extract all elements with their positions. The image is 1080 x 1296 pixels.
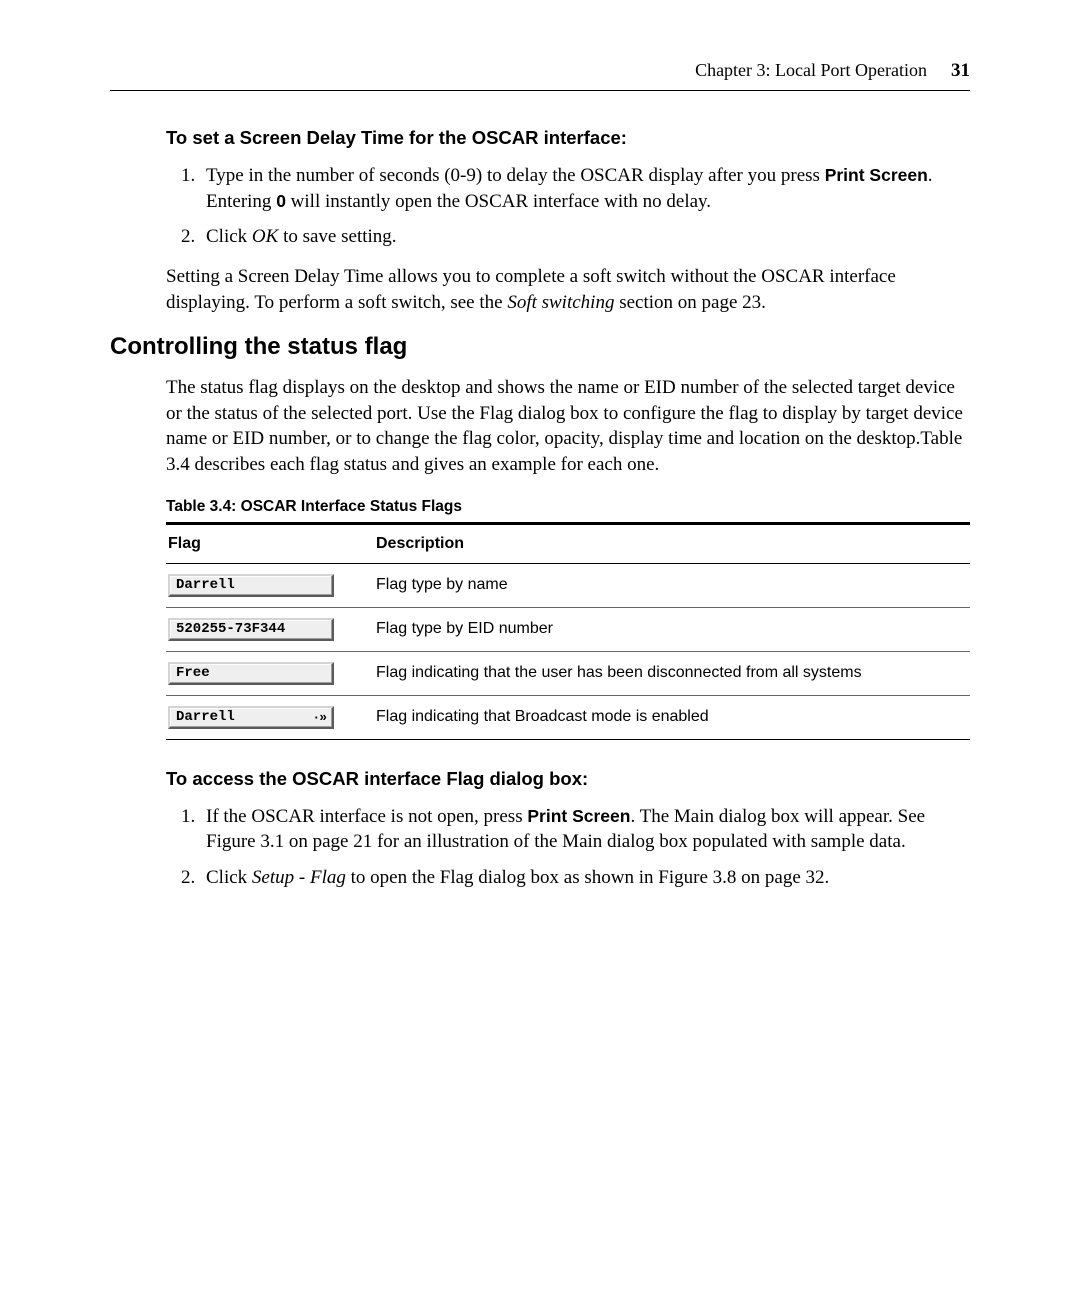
flag-label: Darrell: [176, 577, 235, 593]
para-soft-switch: Setting a Screen Delay Time allows you t…: [166, 264, 970, 315]
page-header: Chapter 3: Local Port Operation 31: [110, 60, 970, 91]
col-header-desc: Description: [374, 523, 970, 563]
table-body: Darrell Flag type by name 520255-73F344 …: [166, 563, 970, 739]
flag-box: Darrell ·»: [168, 706, 334, 729]
step-2-text-a: Click: [206, 226, 252, 247]
flag-step-1-bold: Print Screen: [527, 806, 630, 826]
steps-screen-delay: Type in the number of seconds (0-9) to d…: [166, 163, 970, 250]
col-header-flag: Flag: [166, 523, 374, 563]
cell-desc: Flag type by name: [374, 563, 970, 607]
cell-flag: Free: [166, 651, 374, 695]
table-header-row: Flag Description: [166, 523, 970, 563]
page-root: Chapter 3: Local Port Operation 31 To se…: [0, 0, 1080, 891]
step-2-text-b: to save setting.: [278, 226, 396, 247]
flag-label: Free: [176, 665, 210, 681]
cell-flag: Darrell ·»: [166, 695, 374, 739]
flag-step-1: If the OSCAR interface is not open, pres…: [200, 804, 970, 855]
section-status-flag-body: The status flag displays on the desktop …: [166, 375, 970, 890]
cell-desc: Flag indicating that Broadcast mode is e…: [374, 695, 970, 739]
table-caption: Table 3.4: OSCAR Interface Status Flags: [166, 498, 970, 516]
step-1-text-a: Type in the number of seconds (0-9) to d…: [206, 165, 825, 186]
broadcast-icon: ·»: [312, 710, 326, 725]
chapter-title: Chapter 3: Local Port Operation: [695, 60, 927, 81]
cell-flag: Darrell: [166, 563, 374, 607]
step-1: Type in the number of seconds (0-9) to d…: [200, 163, 970, 214]
flag-step-2-italic: Setup - Flag: [252, 867, 346, 888]
para-soft-switch-b: section on page 23.: [614, 292, 765, 313]
heading-status-flag: Controlling the status flag: [110, 333, 970, 361]
cell-desc: Flag type by EID number: [374, 607, 970, 651]
subhead-flag-dialog: To access the OSCAR interface Flag dialo…: [166, 768, 970, 790]
cell-flag: 520255-73F344: [166, 607, 374, 651]
table-row: Darrell Flag type by name: [166, 563, 970, 607]
section-screen-delay: To set a Screen Delay Time for the OSCAR…: [166, 127, 970, 315]
para-soft-switch-italic: Soft switching: [507, 292, 614, 313]
cell-desc: Flag indicating that the user has been d…: [374, 651, 970, 695]
flag-box: 520255-73F344: [168, 618, 334, 641]
table-row: Darrell ·» Flag indicating that Broadcas…: [166, 695, 970, 739]
step-1-text-c: will instantly open the OSCAR interface …: [286, 191, 711, 212]
table-row: 520255-73F344 Flag type by EID number: [166, 607, 970, 651]
flag-label: Darrell: [176, 709, 235, 725]
step-2: Click OK to save setting.: [200, 224, 970, 250]
page-number: 31: [951, 60, 970, 82]
step-1-bold-b: 0: [276, 191, 286, 211]
para-status-flag: The status flag displays on the desktop …: [166, 375, 970, 478]
flag-step-2-b: to open the Flag dialog box as shown in …: [346, 867, 829, 888]
flag-step-2-a: Click: [206, 867, 252, 888]
step-2-italic: OK: [252, 226, 278, 247]
flag-box: Free: [168, 662, 334, 685]
subhead-screen-delay: To set a Screen Delay Time for the OSCAR…: [166, 127, 970, 149]
steps-flag-dialog: If the OSCAR interface is not open, pres…: [166, 804, 970, 891]
flag-box: Darrell: [168, 574, 334, 597]
table-row: Free Flag indicating that the user has b…: [166, 651, 970, 695]
flag-label: 520255-73F344: [176, 621, 285, 637]
step-1-bold-a: Print Screen: [825, 165, 928, 185]
flag-step-1-a: If the OSCAR interface is not open, pres…: [206, 806, 527, 827]
status-flags-table: Flag Description Darrell Flag type by na…: [166, 522, 970, 740]
flag-step-2: Click Setup - Flag to open the Flag dial…: [200, 865, 970, 891]
